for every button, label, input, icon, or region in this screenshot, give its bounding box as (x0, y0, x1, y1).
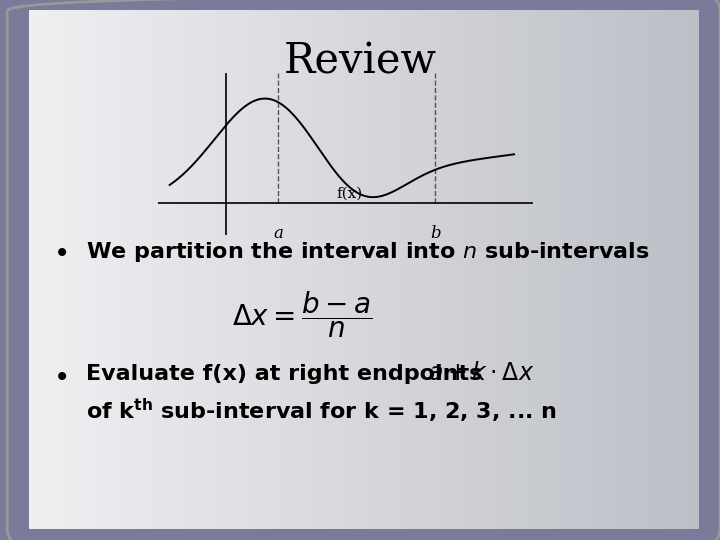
Text: of k$^{\mathregular{th}}$ sub-interval for k = 1, 2, 3, ... n: of k$^{\mathregular{th}}$ sub-interval f… (86, 397, 557, 425)
Text: •: • (54, 240, 71, 268)
Text: •: • (54, 364, 71, 393)
Text: Review: Review (284, 40, 436, 83)
Text: $\Delta x = \dfrac{b-a}{n}$: $\Delta x = \dfrac{b-a}{n}$ (233, 289, 372, 340)
Text: b: b (430, 225, 441, 242)
Text: $a+k \cdot \Delta x$: $a+k \cdot \Delta x$ (428, 361, 535, 385)
Text: f(x): f(x) (336, 187, 362, 201)
Text: Evaluate f(x) at right endpoints: Evaluate f(x) at right endpoints (86, 364, 483, 384)
Text: We partition the interval into $n$ sub-intervals: We partition the interval into $n$ sub-i… (86, 240, 650, 264)
Text: a: a (274, 225, 283, 242)
